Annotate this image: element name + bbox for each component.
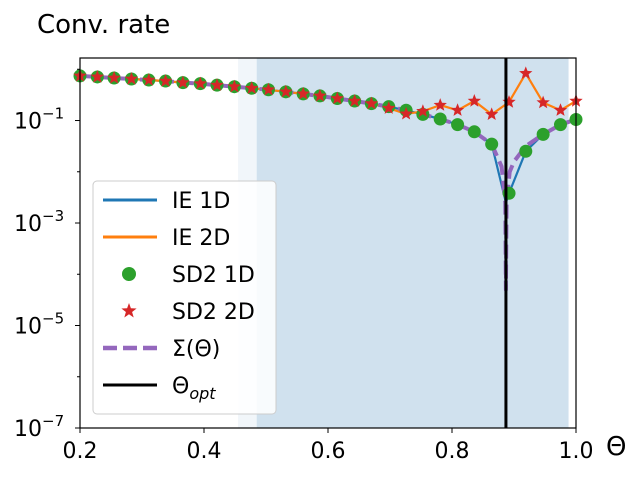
point-sd2-2d-15	[330, 91, 344, 105]
point-sd2-2d-9	[227, 79, 241, 93]
marker-layer	[73, 66, 583, 200]
legend-entry-2-label: SD2 1D	[172, 263, 255, 288]
y-tick-label-0: 10−1	[14, 105, 64, 135]
point-sd2-2d-26	[519, 66, 533, 79]
point-sd2-2d-17	[364, 96, 379, 110]
y-tick-label-2: 10−5	[14, 310, 64, 340]
legend-entry-3-swatch	[121, 303, 137, 318]
point-sd2-1d-22	[451, 118, 465, 132]
legend-entry-1-label: IE 2D	[172, 226, 230, 251]
point-sd2-1d-28	[554, 118, 567, 132]
x-tick-label-1: 0.4	[187, 439, 222, 464]
x-tick-label-2: 0.6	[311, 439, 346, 464]
x-tick-label-4: 1.0	[559, 439, 594, 464]
legend-entry-0-label: IE 1D	[172, 189, 230, 214]
point-sd2-2d-18	[382, 101, 396, 114]
legend: IE 1D IE 2D SD2 1D SD2 2D Σ(Θ) Θopt	[92, 180, 277, 415]
y-axis-ticks: 10−110−310−510−7	[14, 68, 80, 442]
legend-entry-3-label: SD2 2D	[172, 300, 255, 325]
legend-entry-4-label: Σ(Θ)	[172, 337, 220, 362]
legend-entry-2-swatch	[122, 267, 136, 281]
point-sd2-2d-28	[553, 103, 568, 116]
point-sd2-2d-11	[261, 82, 276, 96]
point-sd2-2d-19	[399, 106, 413, 120]
y-tick-base-2: 10	[14, 315, 42, 340]
x-axis-label: Θ	[606, 432, 626, 462]
point-sd2-2d-14	[313, 88, 327, 102]
point-sd2-2d-2	[107, 71, 121, 84]
legend-box	[92, 180, 277, 415]
y-tick-base-1: 10	[14, 212, 42, 237]
y-tick-base-3: 10	[14, 417, 42, 442]
point-sd2-2d-16	[348, 94, 362, 107]
point-sd2-2d-23	[467, 94, 481, 107]
legend-entry-5-label: Θopt	[172, 374, 216, 403]
y-tick-label-1: 10−3	[14, 207, 64, 237]
point-sd2-1d-27	[536, 127, 550, 141]
point-sd2-2d-25	[502, 95, 516, 108]
point-sd2-2d-24	[485, 107, 499, 120]
point-sd2-2d-21	[433, 98, 447, 111]
x-tick-label-3: 0.8	[435, 439, 470, 464]
y-tick-exponent-0: −1	[42, 105, 64, 123]
point-sd2-2d-22	[450, 103, 465, 116]
point-sd2-2d-4	[142, 73, 156, 86]
point-sd2-2d-8	[210, 78, 224, 91]
chart-title: Conv. rate	[37, 10, 170, 40]
legend-entry-5-label-base: Θ	[172, 374, 189, 399]
point-sd2-2d-12	[279, 84, 293, 98]
point-sd2-1d-21	[433, 112, 447, 126]
shaded-region-1	[256, 58, 569, 428]
point-sd2-1d-23	[467, 125, 481, 139]
point-sd2-2d-6	[176, 75, 190, 89]
point-sd2-2d-7	[193, 76, 207, 90]
point-sd2-1d-24	[485, 137, 499, 151]
y-tick-base-0: 10	[14, 110, 42, 135]
point-sd2-2d-20	[416, 104, 430, 117]
point-sd2-2d-1	[90, 70, 104, 83]
point-sd2-2d-10	[245, 81, 259, 94]
x-axis-ticks: 0.2 0.4 0.6 0.8 1.0	[63, 428, 594, 464]
y-tick-exponent-1: −3	[42, 207, 64, 225]
legend-entry-5-label-sub: opt	[189, 384, 216, 403]
y-tick-exponent-3: −7	[42, 412, 64, 430]
y-tick-label-3: 10−7	[14, 412, 64, 442]
point-sd2-2d-3	[124, 72, 139, 85]
point-sd2-2d-5	[158, 74, 173, 87]
point-sd2-1d-26	[519, 144, 533, 158]
x-tick-label-0: 0.2	[63, 439, 98, 464]
point-sd2-2d-13	[296, 86, 310, 100]
y-tick-exponent-2: −5	[42, 310, 64, 328]
point-sd2-2d-27	[536, 95, 550, 109]
